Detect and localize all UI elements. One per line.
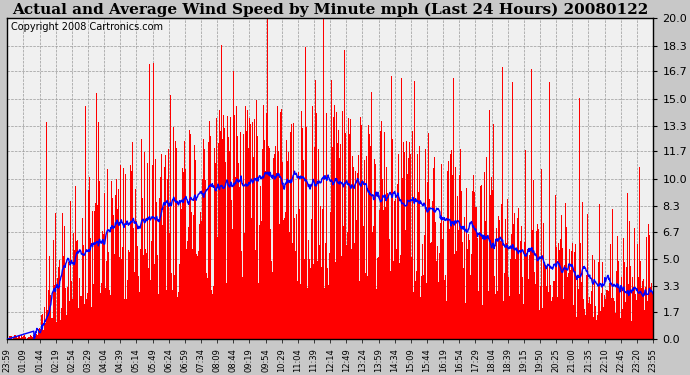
Title: Actual and Average Wind Speed by Minute mph (Last 24 Hours) 20080122: Actual and Average Wind Speed by Minute … xyxy=(12,3,649,17)
Text: Copyright 2008 Cartronics.com: Copyright 2008 Cartronics.com xyxy=(10,21,163,32)
